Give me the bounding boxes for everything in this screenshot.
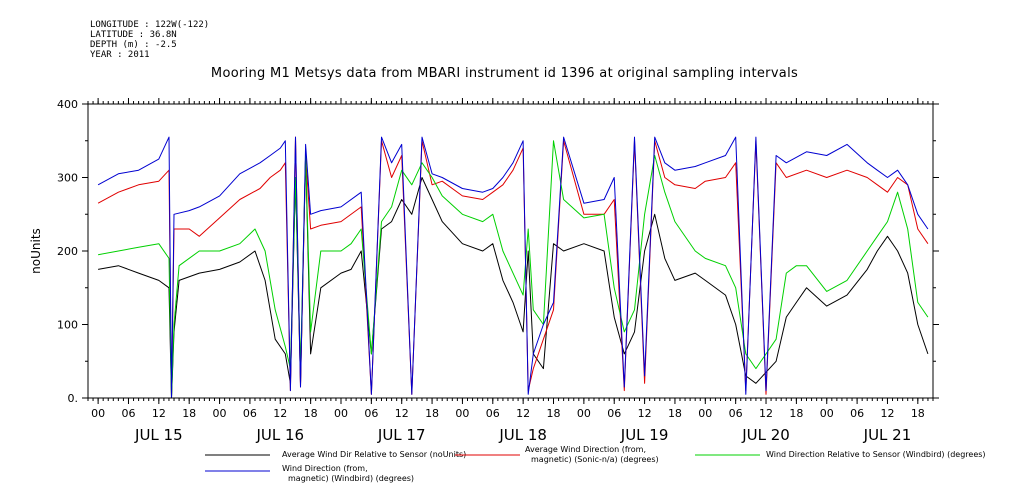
series-line-2 bbox=[97, 136, 929, 399]
legend-label-2: Average Wind Direction (from, magnetic) (… bbox=[525, 445, 659, 464]
legend-label-line1: Wind Direction (from, bbox=[282, 464, 368, 473]
x-tick-label: 06 bbox=[121, 407, 135, 420]
legend-label-line1: Average Wind Direction (from, bbox=[525, 445, 646, 454]
y-tick-label: 400 bbox=[57, 98, 78, 111]
x-tick-label: 00 bbox=[213, 407, 227, 420]
y-tick-label: 0. bbox=[68, 392, 79, 405]
x-tick-label: 18 bbox=[182, 407, 196, 420]
x-tick-label: 12 bbox=[880, 407, 894, 420]
x-tick-label: 12 bbox=[638, 407, 652, 420]
x-tick-label: 12 bbox=[516, 407, 530, 420]
x-tick-label: 00 bbox=[91, 407, 105, 420]
longitude-text: LONGITUDE : 122W(-122) bbox=[90, 20, 210, 30]
metadata-block: LONGITUDE : 122W(-122) LATITUDE : 36.8N … bbox=[90, 20, 209, 60]
x-tick-label: 06 bbox=[364, 407, 378, 420]
x-day-label: JUL 18 bbox=[498, 426, 547, 444]
legend-label-line1: Average Wind Dir Relative to Sensor (noU… bbox=[282, 450, 466, 459]
legend-label-3: Wind Direction Relative to Sensor (Windb… bbox=[766, 450, 986, 459]
x-tick-label: 06 bbox=[607, 407, 621, 420]
year-text: YEAR : 2011 bbox=[90, 50, 150, 60]
x-day-label: JUL 19 bbox=[620, 426, 669, 444]
x-tick-label: 06 bbox=[729, 407, 743, 420]
y-tick-label: 300 bbox=[57, 172, 78, 185]
x-day-label: JUL 20 bbox=[741, 426, 790, 444]
x-tick-label: 18 bbox=[547, 407, 561, 420]
x-day-label: JUL 21 bbox=[863, 426, 912, 444]
x-day-label: JUL 16 bbox=[255, 426, 304, 444]
latitude-text: LATITUDE : 36.8N bbox=[90, 30, 177, 40]
x-tick-label: 00 bbox=[334, 407, 348, 420]
x-tick-label: 06 bbox=[850, 407, 864, 420]
x-tick-label: 12 bbox=[759, 407, 773, 420]
y-axis-label: noUnits bbox=[29, 228, 43, 274]
x-tick-label: 12 bbox=[152, 407, 166, 420]
x-tick-label: 18 bbox=[304, 407, 318, 420]
depth-text: DEPTH (m) : -2.5 bbox=[90, 40, 177, 50]
x-tick-label: 06 bbox=[243, 407, 257, 420]
x-tick-label: 12 bbox=[273, 407, 287, 420]
y-tick-label: 200 bbox=[57, 245, 78, 258]
x-tick-label: 18 bbox=[911, 407, 925, 420]
legend-label-line2: magnetic) (Windbird) (degrees) bbox=[288, 474, 414, 483]
legend-label-line1: Wind Direction Relative to Sensor (Windb… bbox=[766, 450, 986, 459]
legend-label-1: Average Wind Dir Relative to Sensor (noU… bbox=[282, 450, 466, 459]
x-tick-label: 12 bbox=[395, 407, 409, 420]
x-tick-label: 18 bbox=[668, 407, 682, 420]
legend-label-4: Wind Direction (from, magnetic) (Windbird… bbox=[282, 464, 414, 483]
series-line-4 bbox=[97, 136, 929, 399]
y-tick-label: 100 bbox=[57, 319, 78, 332]
x-tick-label: 18 bbox=[425, 407, 439, 420]
x-tick-label: 00 bbox=[577, 407, 591, 420]
x-tick-label: 00 bbox=[698, 407, 712, 420]
series-line-3 bbox=[98, 140, 929, 399]
x-day-label: JUL 15 bbox=[134, 426, 183, 444]
x-tick-label: 00 bbox=[455, 407, 469, 420]
series-line-1 bbox=[98, 155, 929, 399]
x-tick-label: 18 bbox=[789, 407, 803, 420]
legend-label-line2: magnetic) (Sonic-n/a) (degrees) bbox=[531, 455, 659, 464]
x-day-label: JUL 17 bbox=[377, 426, 426, 444]
x-tick-label: 00 bbox=[820, 407, 834, 420]
chart-title: Mooring M1 Metsys data from MBARI instru… bbox=[210, 66, 799, 81]
x-tick-label: 06 bbox=[486, 407, 500, 420]
